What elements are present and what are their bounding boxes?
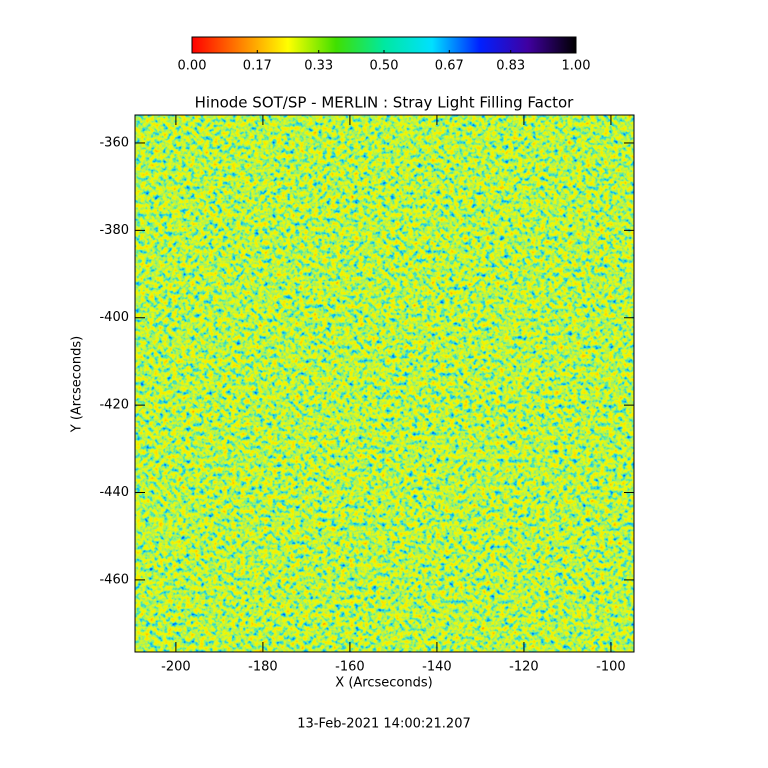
chart-title: Hinode SOT/SP - MERLIN : Stray Light Fil…	[195, 94, 575, 112]
colorbar-tick-label: 1.00	[562, 59, 591, 74]
y-tick-label: -440	[99, 485, 129, 500]
footer-timestamp: 13-Feb-2021 14:00:21.207	[297, 717, 471, 732]
heatmap-image	[135, 115, 634, 652]
x-tick-label: -140	[422, 660, 452, 675]
y-tick-label: -400	[99, 310, 129, 325]
colorbar-tick-label: 0.83	[496, 59, 525, 74]
colorbar-tick-label: 0.17	[243, 59, 272, 74]
x-tick-label: -120	[509, 660, 539, 675]
colorbar-tick-label: 0.33	[304, 59, 333, 74]
y-tick-label: -420	[99, 398, 129, 413]
colorbar-tick-label: 0.67	[435, 59, 464, 74]
y-tick-label: -380	[99, 223, 129, 238]
plot-frame	[134, 114, 635, 653]
x-tick-label: -160	[335, 660, 365, 675]
colorbar-tick-label: 0.50	[370, 59, 399, 74]
y-tick-label: -360	[99, 135, 129, 150]
x-tick-label: -200	[161, 660, 191, 675]
x-tick-label: -100	[596, 660, 626, 675]
colorbar-tick-label: 0.00	[178, 59, 207, 74]
x-axis-label: X (Arcseconds)	[335, 676, 432, 691]
x-tick-label: -180	[248, 660, 278, 675]
y-tick-label: -460	[99, 572, 129, 587]
y-axis-label: Y (Arcseconds)	[70, 336, 85, 433]
